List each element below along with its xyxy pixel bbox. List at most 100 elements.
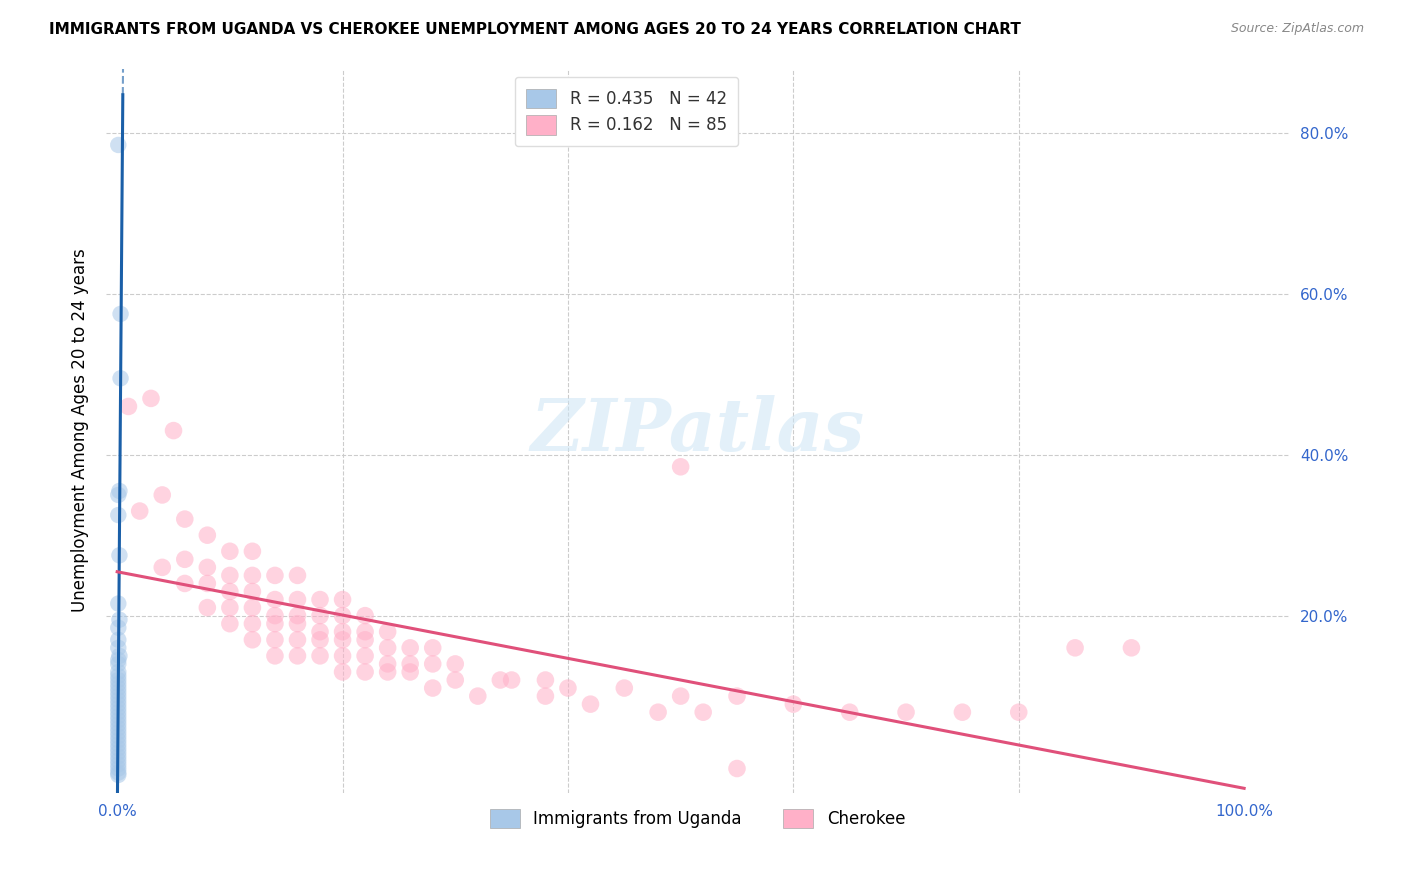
Point — [218, 544, 240, 558]
Point — [107, 508, 129, 522]
Point — [782, 697, 804, 711]
Point — [354, 632, 377, 647]
Point — [613, 681, 636, 695]
Point — [107, 689, 129, 703]
Point — [242, 616, 264, 631]
Point — [264, 592, 287, 607]
Point — [354, 608, 377, 623]
Point — [107, 685, 129, 699]
Point — [489, 673, 512, 687]
Point — [422, 657, 444, 671]
Point — [110, 307, 132, 321]
Point — [173, 512, 195, 526]
Point — [108, 648, 131, 663]
Point — [354, 648, 377, 663]
Point — [557, 681, 579, 695]
Point — [332, 592, 354, 607]
Point — [950, 705, 973, 719]
Point — [444, 657, 467, 671]
Point — [264, 648, 287, 663]
Point — [242, 600, 264, 615]
Point — [162, 424, 184, 438]
Point — [377, 624, 399, 639]
Point — [579, 697, 602, 711]
Point — [108, 549, 131, 563]
Point — [1064, 640, 1087, 655]
Text: IMMIGRANTS FROM UGANDA VS CHEROKEE UNEMPLOYMENT AMONG AGES 20 TO 24 YEARS CORREL: IMMIGRANTS FROM UGANDA VS CHEROKEE UNEMP… — [49, 22, 1021, 37]
Point — [108, 483, 131, 498]
Point — [107, 597, 129, 611]
Point — [107, 729, 129, 743]
Point — [467, 689, 489, 703]
Point — [287, 632, 309, 647]
Point — [107, 701, 129, 715]
Point — [534, 673, 557, 687]
Point — [107, 697, 129, 711]
Point — [287, 608, 309, 623]
Legend: Immigrants from Uganda, Cherokee: Immigrants from Uganda, Cherokee — [484, 803, 912, 835]
Point — [218, 616, 240, 631]
Point — [107, 713, 129, 727]
Point — [725, 762, 748, 776]
Point — [107, 717, 129, 731]
Point — [264, 632, 287, 647]
Point — [107, 677, 129, 691]
Point — [107, 681, 129, 695]
Point — [107, 746, 129, 760]
Point — [107, 754, 129, 768]
Point — [107, 725, 129, 739]
Point — [309, 592, 332, 607]
Point — [107, 653, 129, 667]
Point — [287, 616, 309, 631]
Point — [242, 544, 264, 558]
Point — [309, 648, 332, 663]
Point — [242, 632, 264, 647]
Point — [287, 648, 309, 663]
Point — [287, 568, 309, 582]
Point — [139, 392, 162, 406]
Point — [399, 640, 422, 655]
Point — [354, 665, 377, 679]
Point — [534, 689, 557, 703]
Point — [332, 632, 354, 647]
Point — [422, 640, 444, 655]
Point — [108, 613, 131, 627]
Point — [107, 749, 129, 764]
Point — [669, 689, 692, 703]
Point — [332, 608, 354, 623]
Point — [309, 632, 332, 647]
Point — [107, 673, 129, 687]
Point — [218, 600, 240, 615]
Point — [332, 665, 354, 679]
Point — [399, 665, 422, 679]
Point — [894, 705, 917, 719]
Point — [242, 584, 264, 599]
Point — [399, 657, 422, 671]
Point — [444, 673, 467, 687]
Point — [501, 673, 523, 687]
Point — [107, 621, 129, 635]
Point — [150, 560, 173, 574]
Point — [838, 705, 860, 719]
Point — [107, 768, 129, 782]
Point — [218, 584, 240, 599]
Point — [218, 568, 240, 582]
Point — [107, 665, 129, 679]
Text: Source: ZipAtlas.com: Source: ZipAtlas.com — [1230, 22, 1364, 36]
Point — [309, 624, 332, 639]
Point — [692, 705, 714, 719]
Point — [1121, 640, 1143, 655]
Point — [195, 528, 218, 542]
Point — [107, 669, 129, 683]
Point — [264, 568, 287, 582]
Point — [117, 400, 139, 414]
Y-axis label: Unemployment Among Ages 20 to 24 years: Unemployment Among Ages 20 to 24 years — [72, 249, 89, 613]
Point — [107, 488, 129, 502]
Point — [107, 632, 129, 647]
Point — [107, 693, 129, 707]
Point — [173, 552, 195, 566]
Point — [107, 762, 129, 776]
Point — [107, 757, 129, 772]
Point — [1008, 705, 1031, 719]
Point — [107, 640, 129, 655]
